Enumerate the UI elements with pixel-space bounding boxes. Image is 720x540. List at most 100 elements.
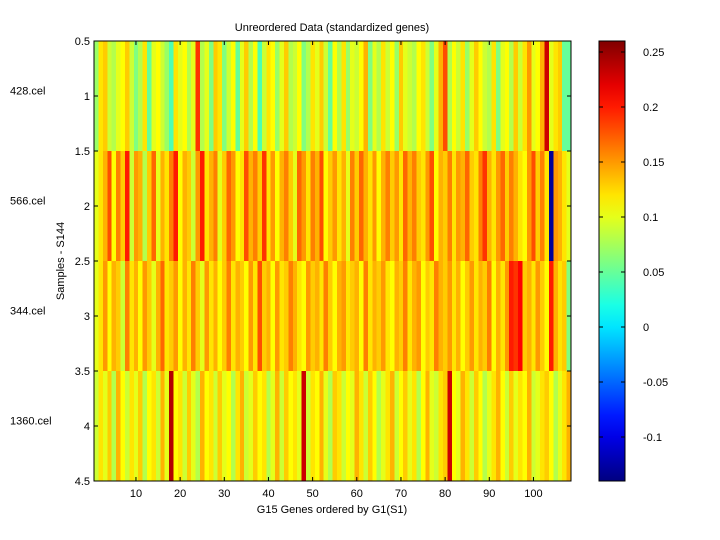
heatmap-cell	[323, 41, 329, 151]
heatmap-cell	[253, 41, 258, 151]
heatmap-cell	[407, 371, 413, 481]
heatmap-cell	[138, 41, 143, 151]
heatmap-cell	[412, 261, 417, 371]
heatmap-cell	[389, 151, 395, 261]
heatmap-cell	[124, 41, 130, 151]
heatmap-cell	[107, 261, 113, 371]
heatmap-cell	[372, 261, 378, 371]
row-label: 566.cel	[10, 196, 45, 208]
heatmap-cell	[509, 41, 514, 151]
x-tick-label: 30	[218, 488, 230, 500]
heatmap-cell	[504, 261, 510, 371]
heatmap-cell	[124, 261, 130, 371]
heatmap-cell	[213, 41, 219, 151]
heatmap-cell	[332, 41, 338, 151]
heatmap-cell	[513, 371, 519, 481]
heatmap-cell	[292, 41, 298, 151]
heatmap-cell	[288, 41, 294, 151]
heatmap-cell	[248, 151, 254, 261]
heatmap-cell	[394, 151, 400, 261]
heatmap-cell	[425, 371, 431, 481]
heatmap-cell	[319, 261, 325, 371]
heatmap-cell	[142, 151, 148, 261]
heatmap-cell	[557, 41, 563, 151]
heatmap-cell	[447, 371, 453, 481]
heatmap-cell	[367, 41, 373, 151]
heatmap-cell	[169, 261, 174, 371]
heatmap-cell	[160, 151, 166, 261]
heatmap-cell	[548, 371, 554, 481]
heatmap-cell	[562, 261, 567, 371]
heatmap-cell	[235, 261, 241, 371]
heatmap-cell	[257, 41, 263, 151]
heatmap-cell	[213, 371, 219, 481]
heatmap-cell	[460, 151, 466, 261]
heatmap-cell	[98, 41, 104, 151]
heatmap-cell	[336, 261, 342, 371]
heatmap-cell	[407, 41, 413, 151]
heatmap-cell	[208, 371, 214, 481]
heatmap-cell	[310, 41, 316, 151]
heatmap-cell	[544, 151, 550, 261]
heatmap-cell	[363, 371, 369, 481]
heatmap-cell	[416, 261, 422, 371]
heatmap-cell	[394, 371, 400, 481]
heatmap-cell	[288, 261, 294, 371]
heatmap-cell	[332, 371, 338, 481]
heatmap-cell	[257, 151, 263, 261]
heatmap-cell	[487, 261, 492, 371]
colorbar-tick-label: -0.05	[643, 377, 668, 389]
heatmap-cell	[336, 371, 342, 481]
heatmap-cell	[310, 371, 316, 481]
heatmap-cell	[359, 371, 364, 481]
heatmap-cell	[407, 261, 413, 371]
y-tick-label: 4	[84, 421, 90, 433]
heatmap-cell	[177, 371, 183, 481]
heatmap-cell	[129, 151, 135, 261]
heatmap-cell	[239, 371, 245, 481]
heatmap-cell	[107, 371, 113, 481]
heatmap-cell	[217, 151, 223, 261]
heatmap-cell	[531, 261, 537, 371]
x-tick-label: 60	[351, 488, 363, 500]
heatmap-cell	[182, 41, 188, 151]
heatmap-cell	[500, 41, 506, 151]
heatmap-cell	[341, 261, 347, 371]
heatmap-cell	[469, 151, 475, 261]
heatmap-cell	[412, 371, 417, 481]
heatmap-cell	[204, 371, 210, 481]
heatmap-cell	[186, 41, 192, 151]
heatmap-cell	[283, 41, 289, 151]
heatmap-cell	[319, 151, 325, 261]
heatmap-cell	[133, 261, 139, 371]
heatmap-cell	[292, 371, 298, 481]
heatmap-cell	[111, 371, 117, 481]
heatmap-cell	[253, 151, 258, 261]
heatmap-cell	[359, 261, 364, 371]
heatmap-cell	[138, 261, 143, 371]
heatmap-cell	[222, 261, 227, 371]
heatmap-cell	[191, 371, 196, 481]
heatmap-cell	[319, 371, 325, 481]
heatmap-cell	[425, 41, 431, 151]
heatmap-cell	[398, 41, 404, 151]
heatmap-cell	[345, 151, 351, 261]
heatmap-cell	[253, 261, 258, 371]
heatmap-cell	[548, 41, 554, 151]
heatmap-cell	[102, 371, 108, 481]
row-labels: 428.cel 566.cel 344.cel 1360.cel	[10, 86, 52, 428]
heatmap-cell	[222, 41, 227, 151]
heatmap-cell	[553, 151, 559, 261]
heatmap-cell	[279, 371, 285, 481]
heatmap-cell	[270, 371, 276, 481]
heatmap-cell	[381, 151, 386, 261]
y-tick-label: 2.5	[75, 256, 90, 268]
heatmap-cell	[500, 371, 506, 481]
heatmap-cell	[522, 371, 528, 481]
heatmap-cell	[138, 151, 143, 261]
heatmap-cell	[270, 261, 276, 371]
heatmap-cell	[385, 261, 391, 371]
heatmap-cell	[376, 261, 382, 371]
heatmap-cell	[297, 151, 302, 261]
heatmap-cell	[372, 151, 378, 261]
